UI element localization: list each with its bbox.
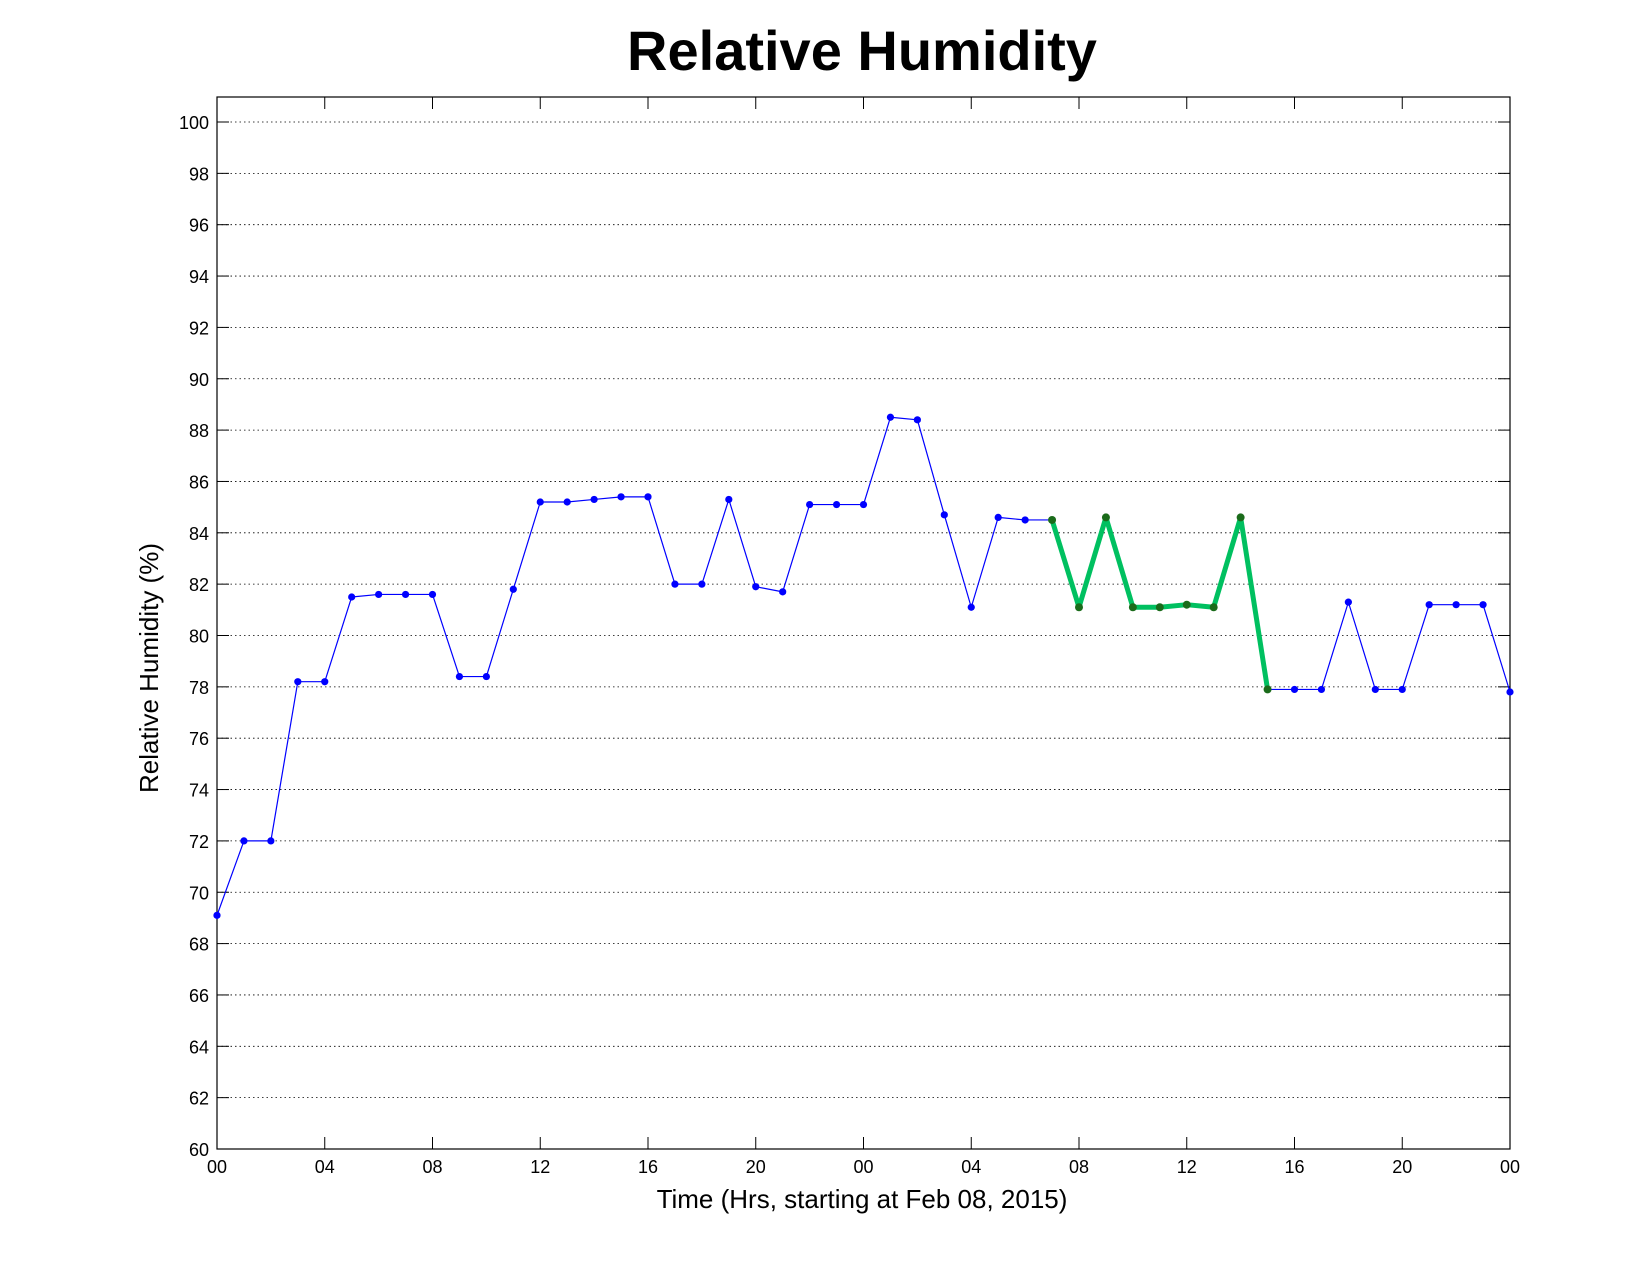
data-point (1506, 688, 1514, 696)
x-tick-label: 00 (1500, 1157, 1520, 1177)
data-point (832, 500, 841, 509)
data-point (348, 593, 356, 601)
data-point (806, 500, 814, 509)
data-point (563, 498, 571, 506)
y-tick-label: 78 (189, 678, 209, 698)
y-tick-label: 62 (189, 1089, 209, 1109)
data-point (1398, 685, 1406, 694)
x-tick-label: 20 (746, 1157, 766, 1177)
data-point (994, 513, 1002, 521)
y-tick-label: 80 (189, 627, 209, 647)
chart-title: Relative Humidity (627, 19, 1097, 82)
y-tick-label: 74 (189, 781, 209, 801)
data-point (1290, 685, 1299, 694)
x-tick-label: 20 (1392, 1157, 1412, 1177)
data-point (321, 678, 329, 686)
y-tick-label: 100 (179, 113, 209, 133)
y-tick-label: 88 (189, 421, 209, 441)
data-point (752, 583, 760, 591)
x-tick-label: 16 (1284, 1157, 1304, 1177)
data-point (940, 511, 948, 519)
y-tick-label: 64 (189, 1037, 209, 1057)
data-point (859, 500, 868, 509)
data-point (213, 911, 221, 919)
x-tick-label: 04 (961, 1157, 981, 1177)
x-tick-label: 16 (638, 1157, 658, 1177)
highlighted-data-point (1075, 603, 1083, 612)
highlighted-data-point (1209, 603, 1218, 612)
data-point (886, 413, 895, 421)
y-tick-label: 76 (189, 729, 209, 749)
x-tick-label: 00 (853, 1157, 873, 1177)
x-tick-label: 08 (422, 1157, 442, 1177)
data-point (482, 672, 490, 681)
data-point (240, 837, 248, 845)
data-point (698, 580, 706, 588)
y-tick-label: 94 (189, 267, 209, 287)
data-point (1344, 598, 1352, 606)
y-axis-label: Relative Humidity (%) (134, 543, 164, 793)
data-point (375, 590, 383, 599)
y-tick-label: 90 (189, 370, 209, 390)
data-point (428, 590, 437, 599)
y-tick-label: 96 (189, 216, 209, 236)
highlighted-data-point (1155, 603, 1164, 612)
data-point (267, 837, 275, 845)
data-point (1317, 685, 1326, 694)
highlighted-data-point (1048, 515, 1057, 524)
plot-area-frame (216, 96, 1511, 1150)
x-axis-label: Time (Hrs, starting at Feb 08, 2015) (657, 1184, 1068, 1214)
highlighted-data-point (1263, 685, 1272, 694)
highlighted-data-point (1236, 513, 1245, 522)
data-point (1021, 516, 1029, 524)
y-tick-label: 72 (189, 832, 209, 852)
data-point (644, 493, 652, 501)
y-tick-label: 70 (189, 883, 209, 903)
x-tick-label: 00 (207, 1157, 227, 1177)
data-point (617, 493, 625, 501)
axis-ticks: 60 62 64 66 68 70 72 74 76 78 80 82 84 86 88 90 92 94 96 98… (179, 97, 1520, 1177)
x-tick-label: 12 (530, 1157, 550, 1177)
data-series (213, 413, 1514, 919)
data-point (779, 588, 787, 596)
data-point (294, 678, 302, 686)
data-point (725, 495, 733, 504)
data-point (913, 416, 921, 424)
y-tick-label: 82 (189, 575, 209, 595)
grid-lines (217, 121, 1510, 1099)
data-point (671, 580, 679, 588)
x-tick-label: 12 (1177, 1157, 1197, 1177)
data-point (1425, 601, 1433, 609)
highlighted-data-point (1128, 603, 1137, 612)
data-point (1452, 601, 1460, 609)
highlighted-data-point (1101, 513, 1110, 522)
y-tick-label: 66 (189, 986, 209, 1006)
data-point (1371, 685, 1379, 694)
data-point (509, 585, 517, 593)
y-tick-label: 86 (189, 472, 209, 492)
data-point (967, 603, 975, 611)
y-tick-label: 84 (189, 524, 209, 544)
data-point (590, 495, 598, 504)
y-tick-label: 98 (189, 164, 209, 184)
y-tick-label: 68 (189, 935, 209, 955)
highlighted-data-point (1182, 600, 1191, 609)
x-tick-label: 04 (315, 1157, 335, 1177)
data-point (401, 590, 410, 599)
x-tick-label: 08 (1069, 1157, 1089, 1177)
y-tick-label: 60 (189, 1140, 209, 1160)
data-point (536, 498, 544, 506)
data-point (455, 672, 464, 681)
data-point (1479, 601, 1487, 609)
y-tick-label: 92 (189, 318, 209, 338)
